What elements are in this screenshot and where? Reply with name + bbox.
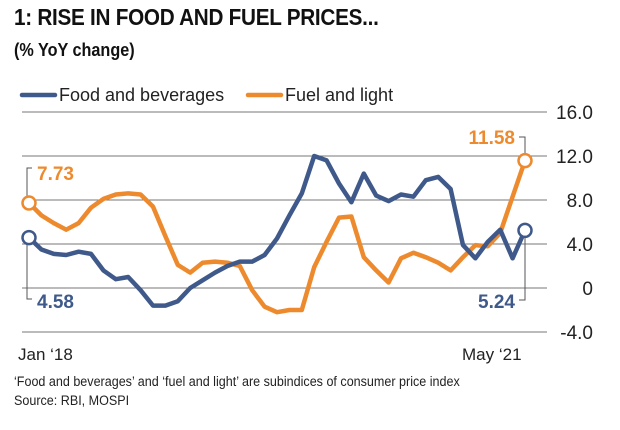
x-tick-label: May ‘21 [462,345,522,364]
chart-title: 1: RISE IN FOOD AND FUEL PRICES... [14,4,379,30]
x-tick-label: Jan ‘18 [18,345,73,364]
annotation-bracket [519,136,526,161]
data-label: 4.58 [37,292,74,313]
chart-subtitle: (% YoY change) [14,40,135,60]
y-tick-label: 16.0 [556,103,593,124]
series-line-fuel-and-light [27,159,528,315]
y-tick-label: 12.0 [556,147,593,168]
legend-label: Fuel and light [285,85,393,105]
y-tick-label: 0 [582,279,593,300]
annotation-bracket [26,237,32,300]
start-marker [21,229,37,246]
data-label: 5.24 [478,292,515,313]
annotation-bracket [26,167,32,203]
data-label: 11.58 [469,128,516,149]
legend-label: Food and beverages [59,85,224,105]
source-note: Source: RBI, MOSPI [14,393,130,408]
footnote: ‘Food and beverages’ and ‘fuel and light… [14,374,460,389]
y-tick-label: 8.0 [567,191,593,212]
start-marker [21,195,37,211]
annotation-bracket [519,230,526,301]
y-tick-label: -4.0 [560,323,593,344]
end-marker [517,152,533,169]
line-chart: 16.0 12.0 8.0 4.0 0 -4.0 Jan ‘18 May ‘21 Food an… [18,85,593,364]
series-line-food-and-beverages [27,153,528,308]
data-label: 7.73 [37,164,74,185]
end-marker [517,222,533,239]
y-tick-label: 4.0 [567,235,593,256]
